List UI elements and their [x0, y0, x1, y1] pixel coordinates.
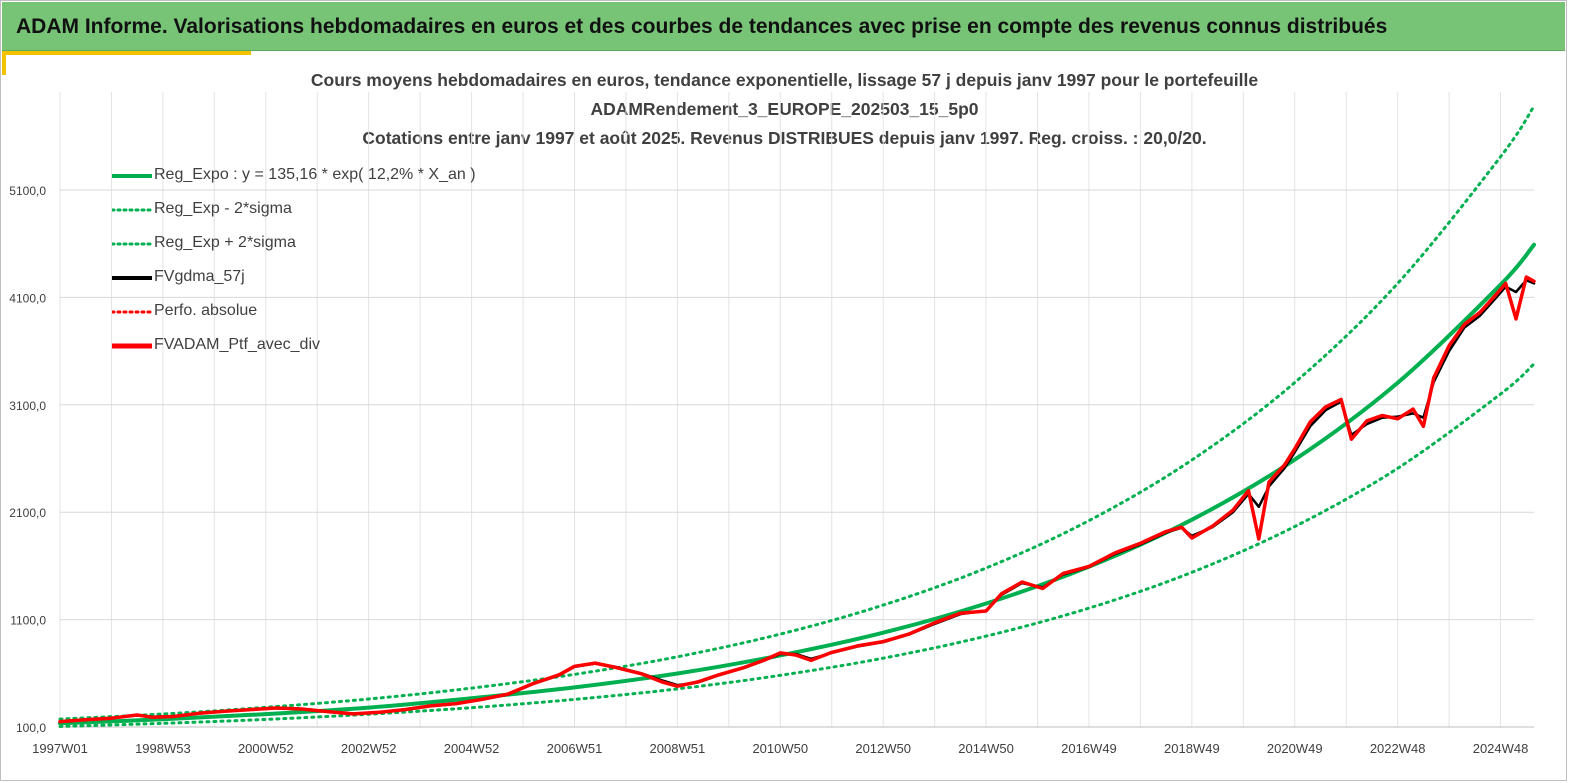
series-lines — [58, 104, 1536, 728]
header-title: ADAM Informe. Valorisations hebdomadaire… — [16, 15, 1388, 38]
x-tick-label: 2004W52 — [444, 741, 500, 756]
x-tick-label: 1997W01 — [32, 741, 88, 756]
x-tick-label: 2002W52 — [341, 741, 397, 756]
legend-label-reg-plus: Reg_Exp + 2*sigma — [154, 234, 296, 251]
x-tick-label: 2016W49 — [1061, 741, 1117, 756]
x-tick-label: 2012W50 — [855, 741, 911, 756]
legend-swatch-reg-expo — [112, 174, 152, 178]
y-tick-label: 1100,0 — [10, 614, 46, 628]
series-line-reg-plus — [58, 104, 1536, 721]
y-tick-label: 4100,0 — [9, 291, 46, 305]
legend-item-reg-minus: Reg_Exp - 2*sigma — [112, 198, 492, 222]
legend-item-reg-expo: Reg_Expo : y = 135,16 * exp( 12,2% * X_a… — [112, 164, 492, 188]
accent-side — [2, 51, 6, 75]
legend-label-fvgdma: FVgdma_57j — [154, 268, 245, 285]
x-tick-label: 2020W49 — [1267, 741, 1323, 756]
legend-label-reg-expo: Reg_Expo : y = 135,16 * exp( 12,2% * X_a… — [154, 166, 476, 183]
x-tick-label: 2006W51 — [547, 741, 603, 756]
legend-swatch-reg-minus — [112, 208, 152, 212]
chart-title-line-2: ADAMRendement_3_EUROPE_202503_15_5p0 — [590, 99, 979, 119]
y-tick-label: 2100,0 — [9, 506, 46, 520]
chart-title-line-1: Cours moyens hebdomadaires en euros, ten… — [310, 70, 1259, 90]
legend-label-perfo: Perfo. absolue — [154, 302, 258, 319]
legend-swatch-perfo — [112, 310, 152, 314]
legend-item-fvgdma: FVgdma_57j — [112, 266, 492, 290]
chart-title-line-3: Cotations entre janv 1997 et août 2025. … — [362, 128, 1207, 148]
legend-label-reg-minus: Reg_Exp - 2*sigma — [154, 200, 292, 217]
legend-item-perfo: Perfo. absolue — [112, 300, 492, 324]
x-tick-label: 1998W53 — [135, 741, 191, 756]
x-tick-label: 2000W52 — [238, 741, 294, 756]
legend-swatch-fvadam — [112, 343, 152, 349]
x-axis-ticks: 1997W01 1998W53 2000W52 2002W52 2004W52 2006W… — [32, 726, 1534, 756]
x-tick-label: 2010W50 — [752, 741, 808, 756]
x-tick-label: 2008W51 — [650, 741, 706, 756]
header-bar: ADAM Informe. Valorisations hebdomadaire… — [2, 2, 1565, 51]
legend-swatch-fvgdma — [112, 276, 152, 280]
y-tick-label: 3100,0 — [9, 399, 46, 413]
accent-bar — [2, 51, 251, 55]
x-tick-label: 2022W48 — [1370, 741, 1426, 756]
x-tick-label: 2018W49 — [1164, 741, 1220, 756]
y-tick-label: 5100,0 — [9, 184, 46, 198]
series-line-fvadam — [58, 275, 1536, 724]
y-axis-ticks: 100,0 1100,0 2100,0 3100,0 4100,0 5100,0 — [9, 184, 46, 735]
legend-label-fvadam: FVADAM_Ptf_avec_div — [154, 336, 320, 353]
legend-item-reg-plus: Reg_Exp + 2*sigma — [112, 232, 492, 256]
x-tick-label: 2024W48 — [1473, 741, 1529, 756]
series-line-reg-minus — [58, 362, 1536, 728]
legend-swatch-reg-plus — [112, 242, 152, 246]
y-tick-label: 100,0 — [16, 721, 46, 735]
x-tick-label: 2014W50 — [958, 741, 1014, 756]
gridlines — [59, 92, 1534, 728]
legend-item-fvadam: FVADAM_Ptf_avec_div — [112, 334, 492, 358]
